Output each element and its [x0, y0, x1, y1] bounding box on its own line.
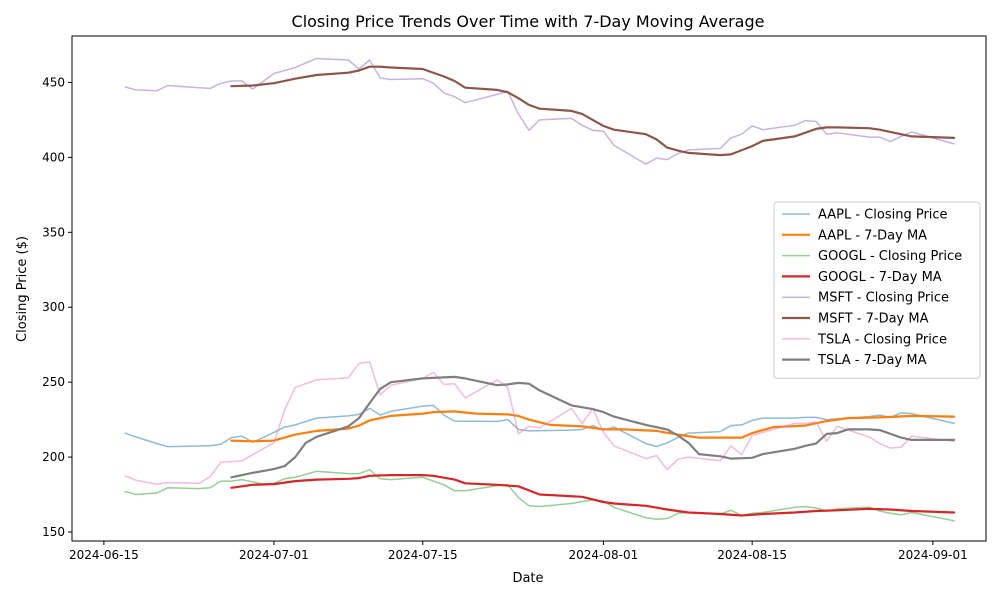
legend-label: MSFT - 7-Day MA [818, 312, 929, 327]
y-tick-label: 450 [42, 75, 65, 89]
plot-frame [71, 35, 987, 542]
x-axis: 2024-06-15 2024-07-01 2024-07-15 2024-08-01… [69, 541, 968, 562]
legend-box [773, 201, 981, 379]
legend: AAPL - Closing Price AAPL - 7-Day MA GOOGL… [773, 201, 981, 379]
x-tick-label: 2024-06-15 [69, 548, 139, 562]
legend-label: AAPL - Closing Price [818, 208, 948, 223]
legend-label: AAPL - 7-Day MA [818, 228, 927, 243]
x-tick-label: 2024-08-01 [569, 548, 639, 562]
series-line-msft-7-day-ma [230, 65, 956, 157]
x-tick-label: 2024-09-01 [898, 548, 968, 562]
x-tick-label: 2024-07-01 [239, 548, 309, 562]
series-layer [124, 57, 956, 522]
y-tick-label: 350 [42, 225, 65, 239]
legend-label: TSLA - 7-Day MA [817, 353, 927, 368]
series-line-googl-closing-price [124, 469, 955, 522]
series-line-msft-closing-price [124, 57, 955, 165]
x-tick-label: 2024-07-15 [388, 548, 458, 562]
y-axis-label: Closing Price ($) [15, 236, 30, 342]
legend-label: GOOGL - Closing Price [818, 249, 962, 264]
chart-title: Closing Price Trends Over Time with 7-Da… [292, 12, 765, 31]
y-tick-label: 250 [42, 375, 65, 389]
x-axis-label: Date [512, 571, 543, 586]
y-axis: 150 200 250 300 350 400 450 [42, 75, 72, 539]
y-tick-label: 200 [42, 450, 65, 464]
series-line-googl-7-day-ma [230, 474, 956, 517]
series-line-tsla-7-day-ma [230, 375, 956, 479]
series-line-tsla-closing-price [124, 361, 955, 485]
y-tick-label: 400 [42, 150, 65, 164]
y-tick-label: 300 [42, 300, 65, 314]
y-tick-label: 150 [42, 525, 65, 539]
legend-label: TSLA - Closing Price [817, 332, 947, 347]
legend-label: GOOGL - 7-Day MA [818, 270, 942, 285]
x-tick-label: 2024-08-15 [717, 548, 787, 562]
series-line-aapl-7-day-ma [230, 410, 956, 443]
legend-label: MSFT - Closing Price [818, 291, 949, 306]
